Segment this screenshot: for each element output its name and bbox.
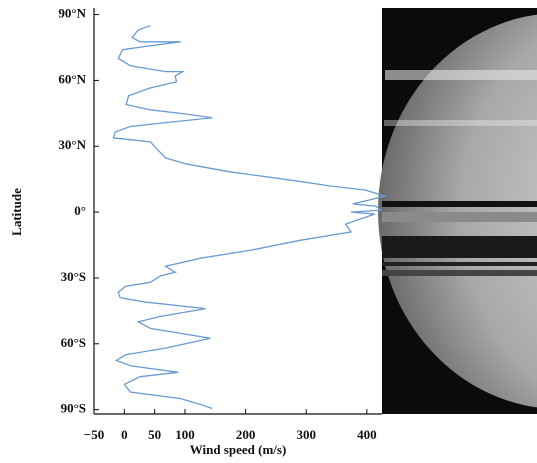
y-axis-label: Latitude: [9, 188, 24, 236]
x-tick-label: 200: [236, 427, 256, 442]
wind-profile: [112, 24, 388, 410]
y-tick-label: 60°S: [61, 335, 86, 350]
y-tick-label: 0°: [74, 203, 86, 218]
y-tick-label: 90°S: [61, 401, 86, 416]
x-tick-label: 100: [175, 427, 195, 442]
x-axis-label: Wind speed (m/s): [190, 442, 287, 457]
x-tick-label: 400: [357, 427, 377, 442]
x-tick-label: 50: [148, 427, 161, 442]
y-tick-label: 60°N: [58, 71, 86, 86]
y-tick-label: 30°S: [61, 269, 86, 284]
x-tick-label: 300: [296, 427, 316, 442]
x-tick-label: −50: [84, 427, 104, 442]
x-tick-label: 0: [121, 427, 128, 442]
y-tick-label: 30°N: [58, 137, 86, 152]
y-tick-label: 90°N: [58, 6, 86, 21]
planet-image: [378, 8, 537, 414]
